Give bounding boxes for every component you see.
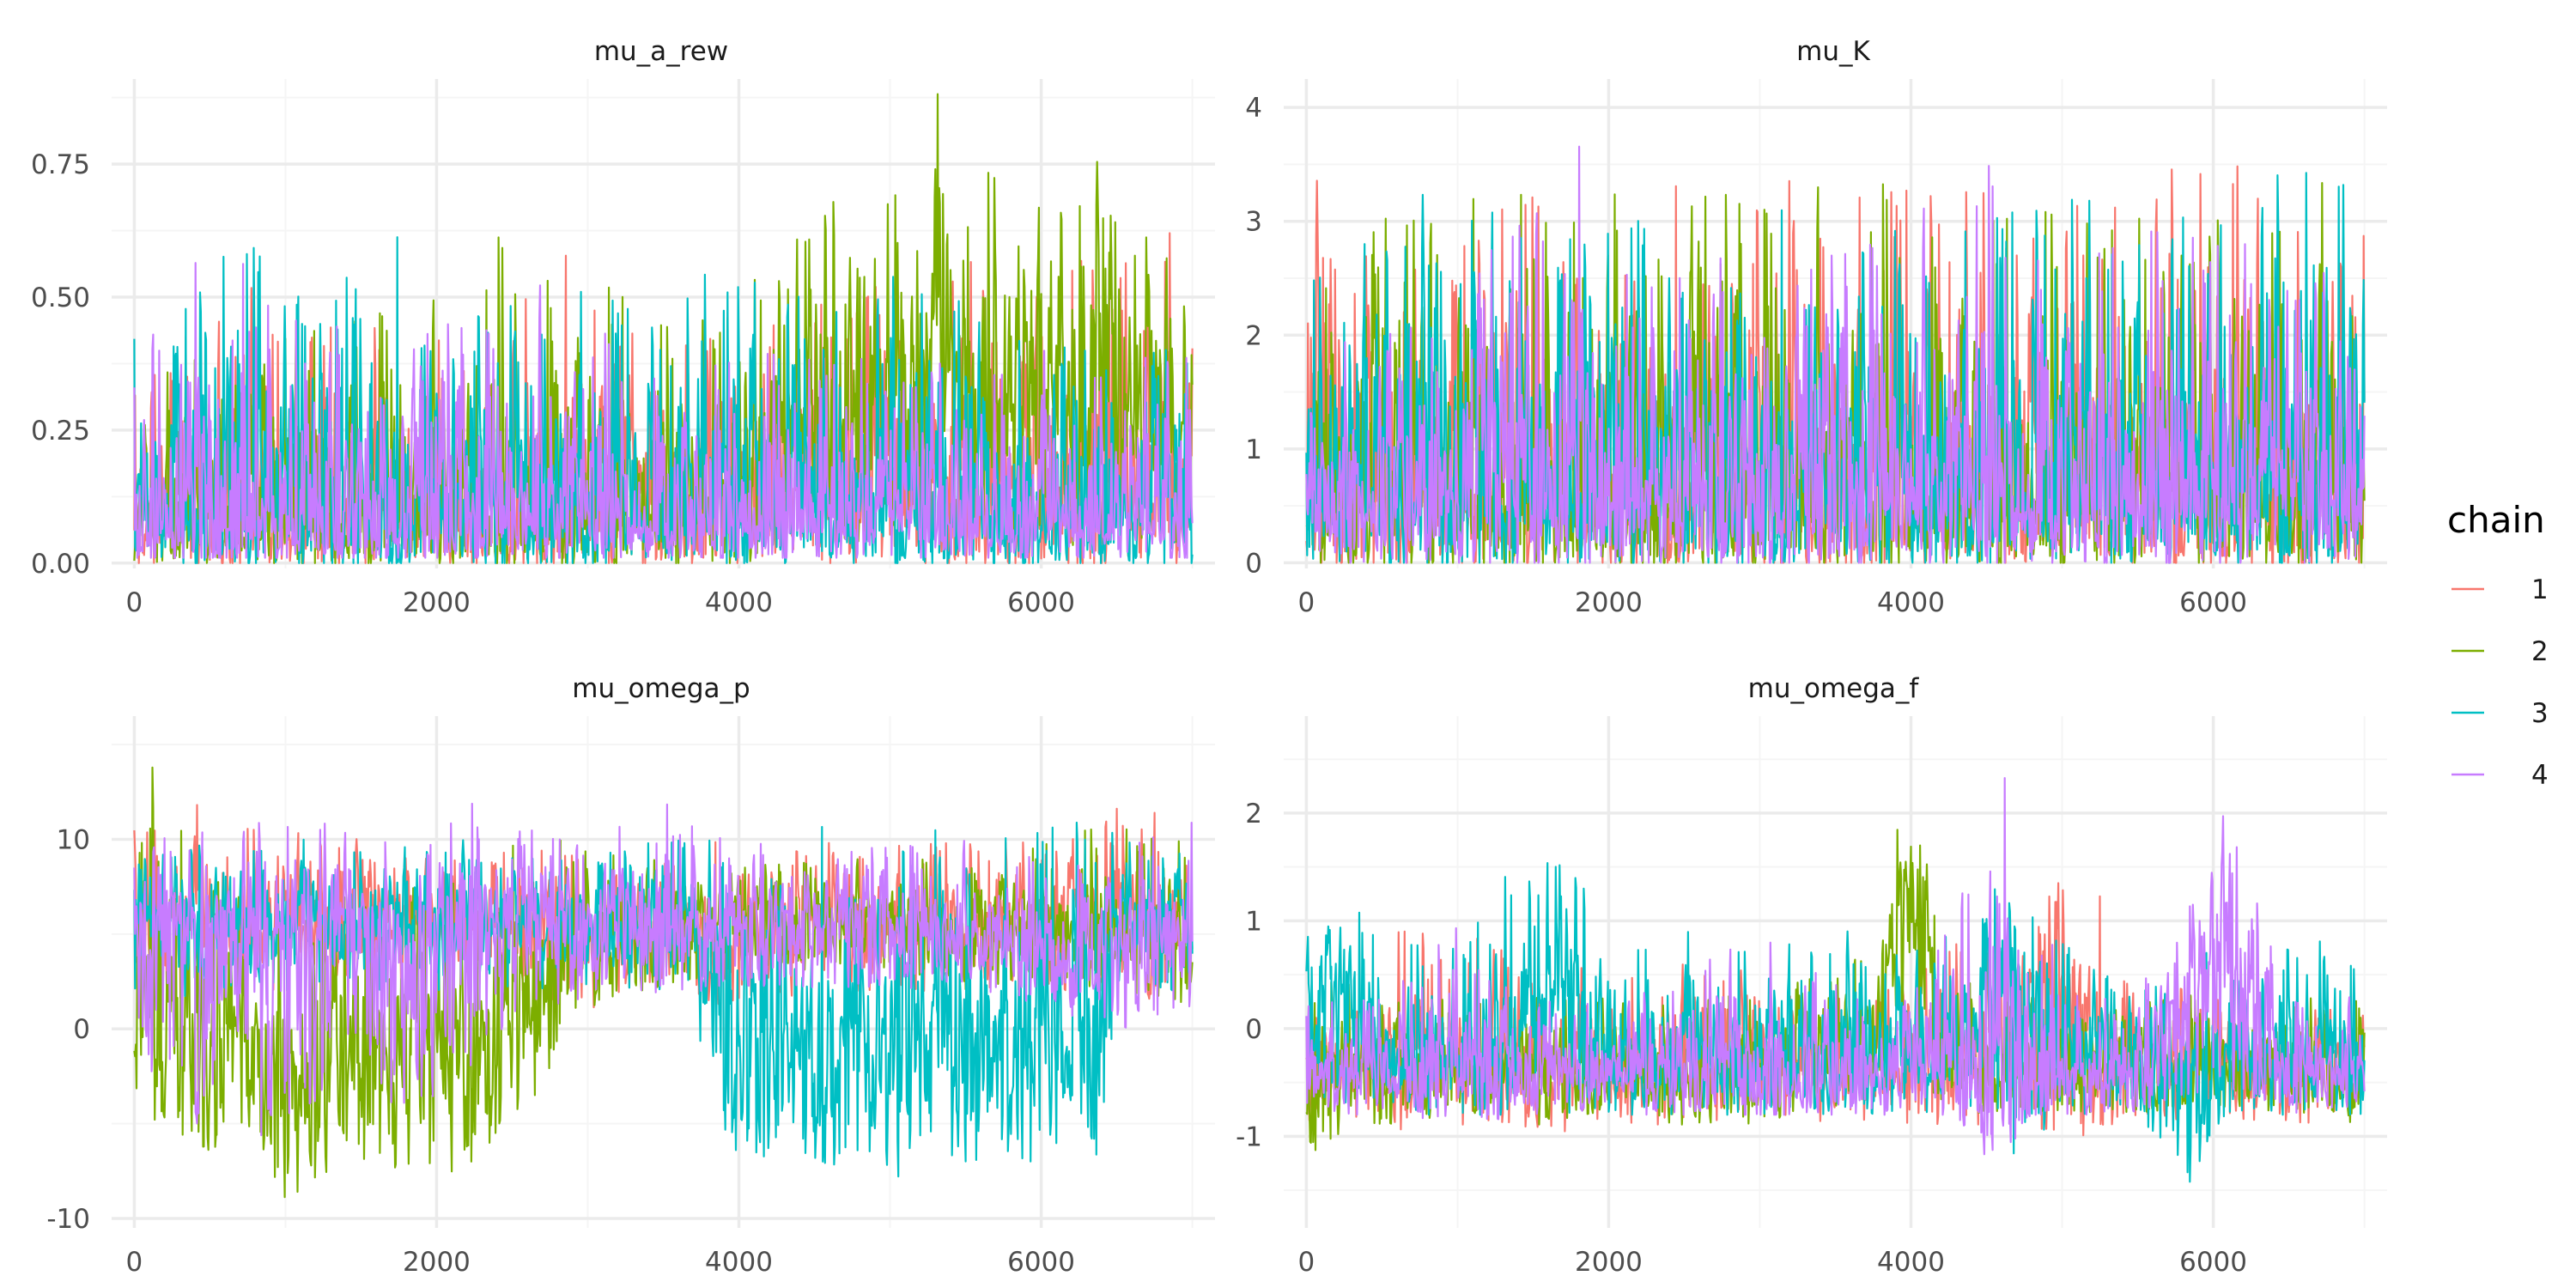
- y-tick-label: 0: [1245, 1014, 1262, 1045]
- x-tick-label: 4000: [705, 1247, 773, 1278]
- panel-title: mu_omega_f: [1748, 673, 1920, 704]
- x-tick-label: 6000: [1007, 587, 1075, 618]
- series-line-chain-4: [133, 262, 1194, 559]
- legend-label: 4: [2531, 760, 2549, 791]
- y-tick-label: 0.00: [31, 549, 90, 580]
- y-tick-label: 3: [1245, 207, 1262, 238]
- series-line-chain-4: [1305, 145, 2366, 564]
- legend-item: 2: [2451, 636, 2549, 667]
- legend-item: 1: [2451, 574, 2549, 605]
- x-tick-label: 4000: [1877, 587, 1945, 618]
- legend-label: 1: [2531, 574, 2549, 605]
- x-tick-label: 2000: [403, 587, 471, 618]
- panel-mu-a-rew: mu_a_rew 0 2000 4000 6000 0.00 0.25 0.50 0.75: [31, 36, 1215, 618]
- legend-label: 2: [2531, 636, 2549, 667]
- y-tick-label: 0: [73, 1014, 90, 1045]
- x-tick-label: 6000: [2179, 587, 2247, 618]
- panel-title: mu_omega_p: [572, 673, 750, 704]
- y-tick-label: 0.50: [31, 283, 90, 313]
- x-tick-label: 6000: [1007, 1247, 1075, 1278]
- y-tick-label: 1: [1245, 906, 1262, 937]
- x-tick-label: 4000: [1877, 1247, 1945, 1278]
- legend-item: 3: [2451, 698, 2549, 729]
- x-tick-label: 0: [126, 1247, 143, 1278]
- y-tick-label: -1: [1236, 1121, 1262, 1152]
- legend-item: 4: [2451, 760, 2549, 791]
- panel-title: mu_K: [1796, 36, 1870, 67]
- x-tick-label: 4000: [705, 587, 773, 618]
- x-tick-label: 0: [126, 587, 143, 618]
- panel-mu-k: mu_K 0 2000 4000 6000 0 1 2 3 4: [1245, 36, 2387, 618]
- y-tick-label: 4: [1245, 93, 1262, 124]
- y-tick-label: 0: [1245, 548, 1262, 579]
- x-tick-label: 2000: [1575, 587, 1643, 618]
- x-tick-label: 0: [1298, 1247, 1315, 1278]
- panel-mu-omega-p: mu_omega_p 0 2000 4000 6000 -10 0 10: [46, 673, 1215, 1278]
- x-tick-label: 2000: [403, 1247, 471, 1278]
- y-tick-label: 0.25: [31, 416, 90, 447]
- y-tick-label: 2: [1245, 799, 1262, 829]
- y-tick-label: 2: [1245, 320, 1262, 351]
- y-tick-label: 0.75: [31, 149, 90, 180]
- x-tick-label: 6000: [2179, 1247, 2247, 1278]
- y-tick-label: -10: [46, 1204, 90, 1235]
- legend-title: chain: [2447, 499, 2545, 541]
- x-tick-label: 0: [1298, 587, 1315, 618]
- y-tick-label: 10: [57, 824, 90, 855]
- y-tick-label: 1: [1245, 434, 1262, 465]
- legend-label: 3: [2531, 698, 2549, 729]
- panel-title: mu_a_rew: [594, 36, 728, 67]
- x-tick-label: 2000: [1575, 1247, 1643, 1278]
- series-line-chain-4: [133, 802, 1194, 1137]
- legend: chain 1 2 3 4: [2447, 499, 2549, 791]
- panel-mu-omega-f: mu_omega_f 0 2000 4000 6000 -1 0 1 2: [1236, 673, 2387, 1278]
- series-line-chain-4: [1305, 776, 2366, 1156]
